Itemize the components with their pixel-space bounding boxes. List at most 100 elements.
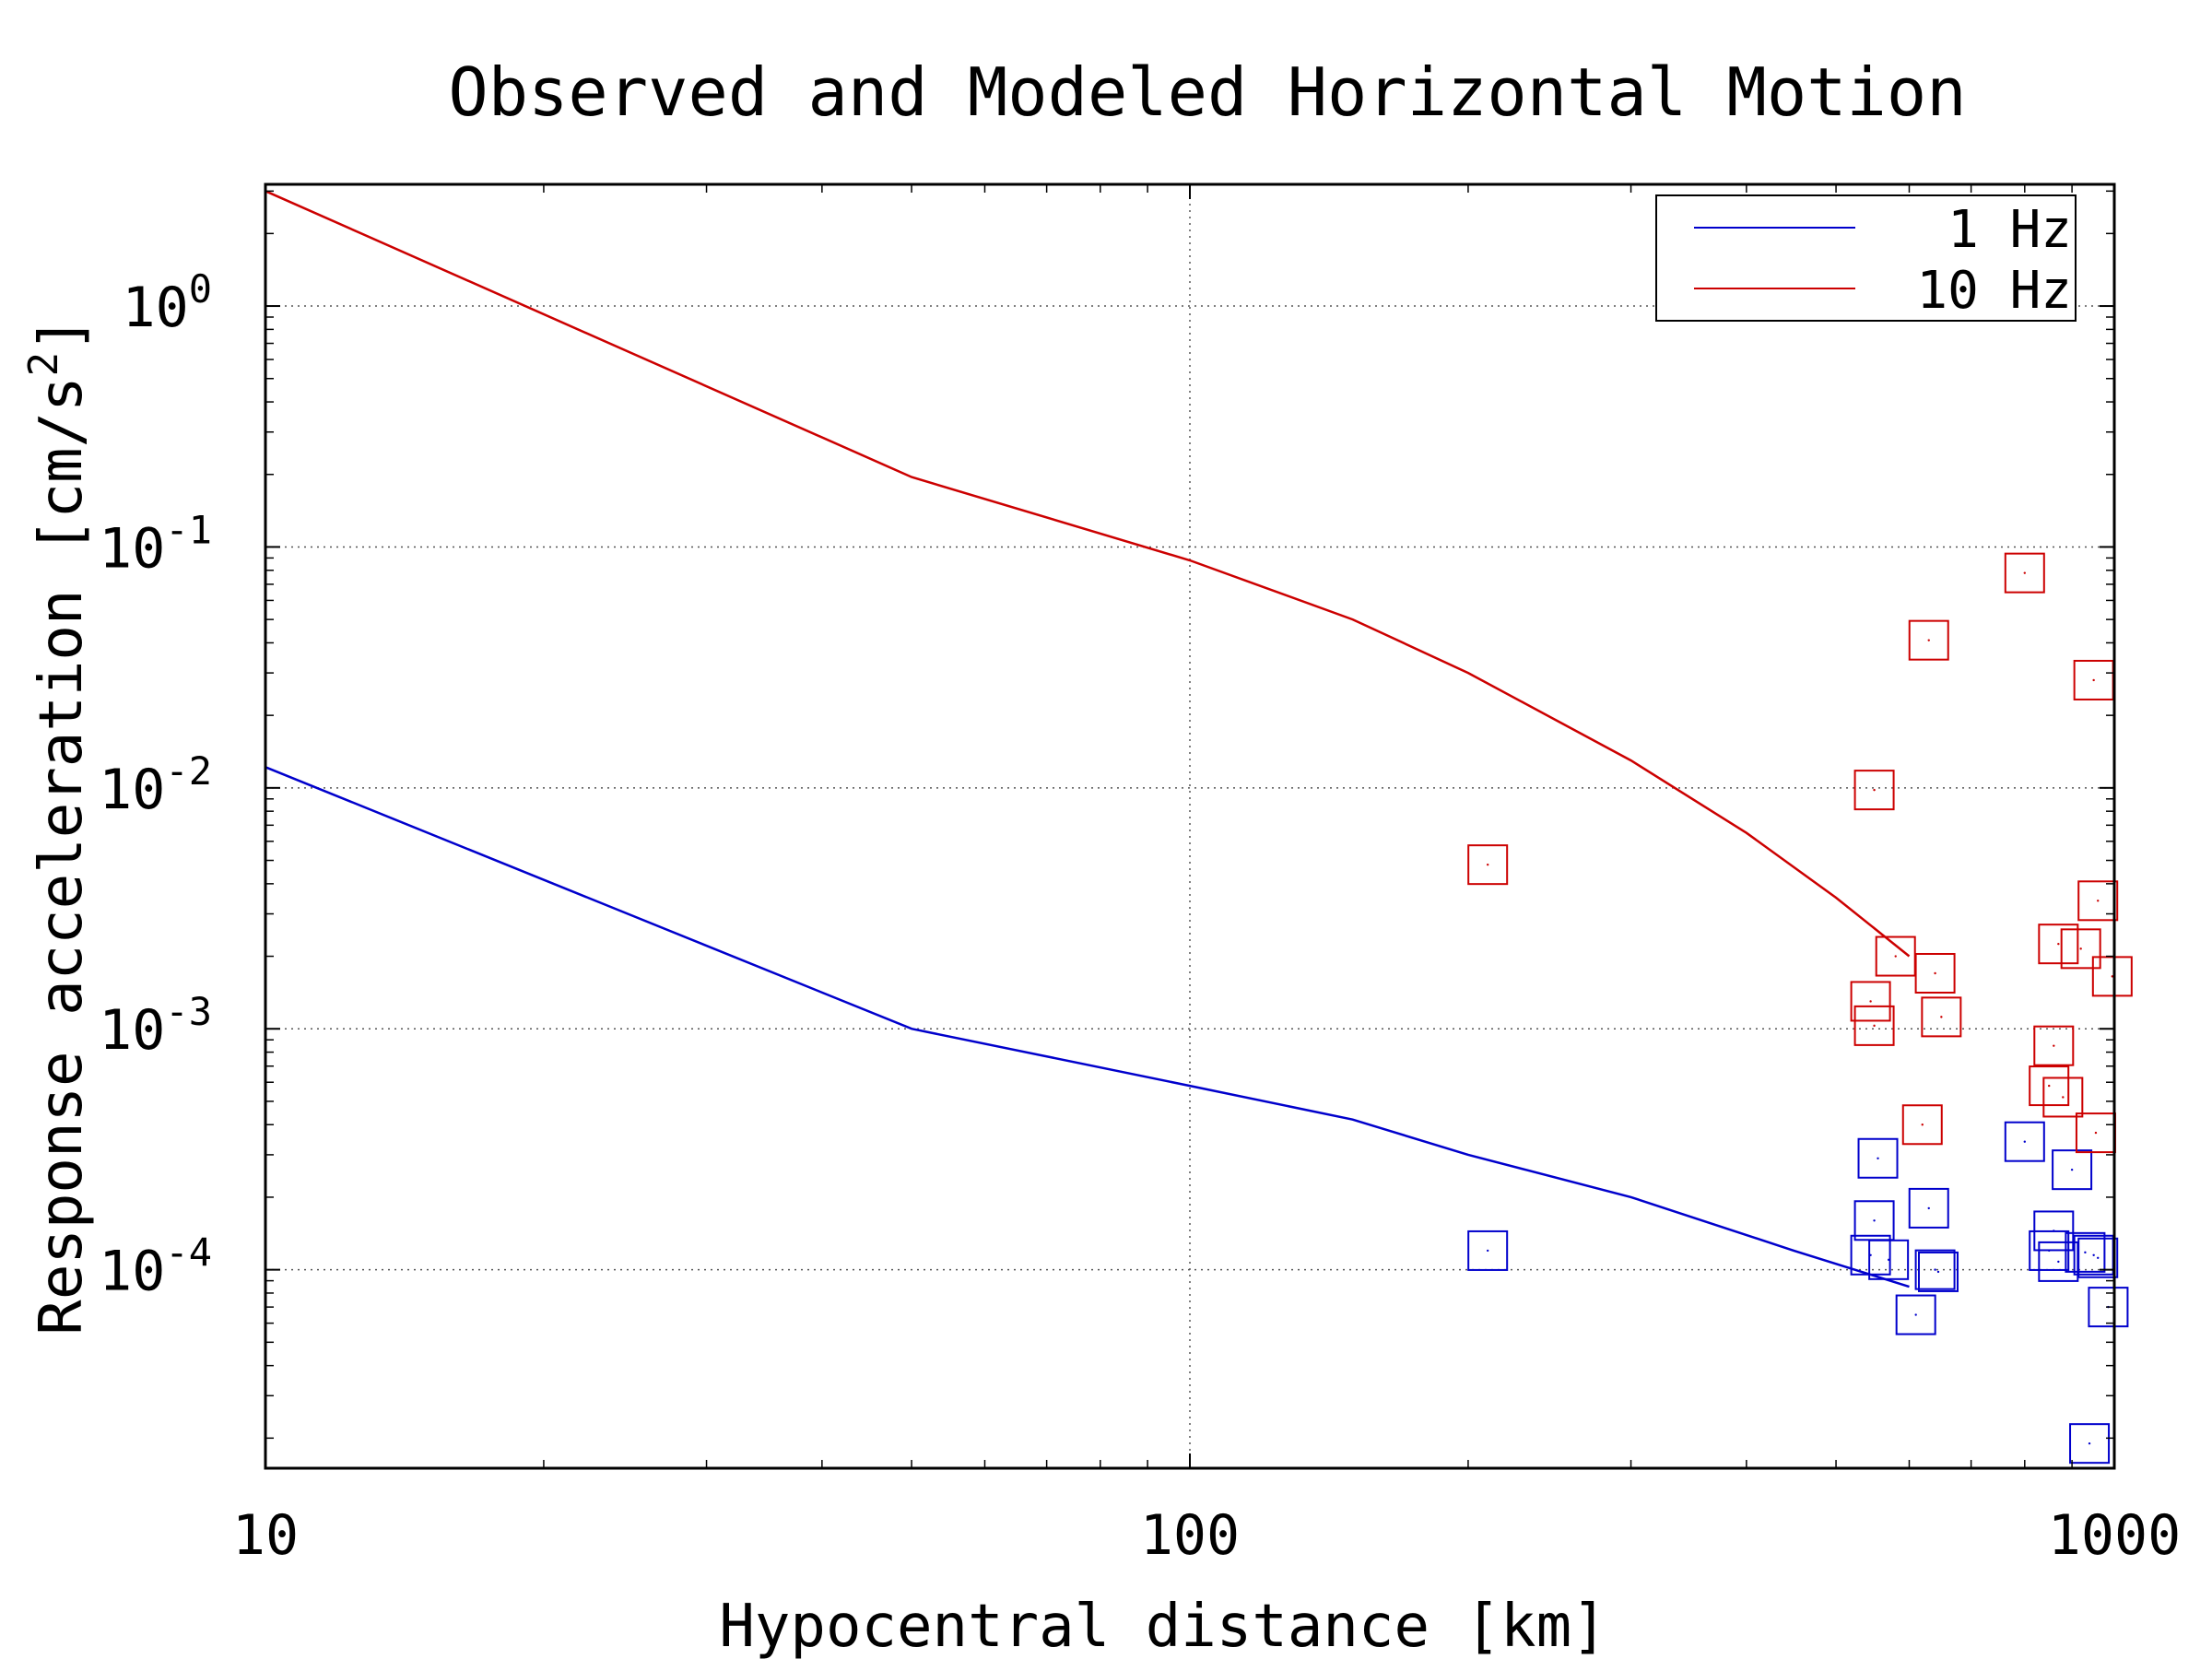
observed-point-center-1hz (1927, 1206, 1930, 1210)
observed-point-center-10hz (2094, 1131, 2098, 1135)
observed-point-center-10hz (2048, 1084, 2051, 1088)
observed-point-center-10hz (1940, 1016, 1943, 1018)
observed-point-10hz (2004, 552, 2045, 594)
y-tick-label: 10-3 (99, 989, 212, 1063)
observed-point-center-10hz (1873, 1024, 1876, 1028)
observed-point-center-1hz (2048, 1249, 2051, 1253)
observed-point-center-10hz (2092, 678, 2095, 682)
observed-point-10hz (1467, 844, 1509, 886)
observed-point-1hz (1467, 1230, 1509, 1271)
observed-point-center-10hz (2062, 1096, 2065, 1099)
y-axis-label-end: ] (28, 316, 96, 352)
x-tick-label: 1000 (2048, 1503, 2182, 1568)
observed-point-10hz (2038, 924, 2079, 965)
observed-point-center-1hz (1934, 1268, 1936, 1271)
observed-point-1hz (2004, 1121, 2045, 1162)
observed-point-center-10hz (2111, 975, 2114, 978)
observed-point-10hz (2033, 1025, 2075, 1066)
y-tick-label-exponent: -3 (165, 989, 212, 1034)
y-axis-label: Response acceleration [cm/s2] (20, 316, 96, 1335)
y-tick-label: 100 (122, 266, 212, 340)
observed-point-center-10hz (2097, 900, 2100, 902)
observed-point-1hz (1857, 1137, 1899, 1179)
observed-point-center-10hz (1486, 863, 1489, 866)
observed-point-center-10hz (2079, 947, 2082, 950)
observed-point-10hz (1921, 996, 1962, 1038)
model-line-1hz (265, 766, 1910, 1288)
observed-point-center-10hz (1869, 1000, 1872, 1003)
observed-point-center-1hz (2023, 1140, 2026, 1143)
observed-point-10hz (1908, 619, 1949, 661)
observed-point-center-10hz (2023, 571, 2026, 574)
observed-point-center-1hz (1887, 1258, 1890, 1262)
legend: 1 Hz 10 Hz (1655, 194, 2077, 322)
observed-point-1hz (1914, 1249, 1956, 1290)
y-tick-label-base: 10 (122, 276, 188, 340)
y-tick-label-base: 10 (99, 758, 165, 822)
observed-point-center-1hz (2084, 1251, 2087, 1254)
observed-point-center-1hz (2070, 1168, 2074, 1171)
observed-point-center-1hz (1873, 1219, 1876, 1222)
model-line-10hz (265, 190, 1911, 958)
observed-point-1hz (2065, 1231, 2106, 1273)
observed-point-10hz (1853, 770, 1895, 811)
observed-point-center-10hz (1873, 788, 1876, 792)
y-tick-label-base: 10 (99, 1240, 165, 1304)
chart-title: Observed and Modeled Horizontal Motion (448, 53, 1966, 131)
observed-point-1hz (1850, 1234, 1891, 1276)
observed-point-10hz (2060, 928, 2101, 970)
y-tick-label-base: 10 (99, 998, 165, 1063)
y-axis-label-text: Response acceleration [cm/s (28, 376, 96, 1335)
y-tick-label: 10-1 (99, 507, 212, 581)
y-tick-label-exponent: 0 (189, 266, 212, 312)
observed-point-center-10hz (1927, 639, 1930, 641)
observed-point-1hz (1917, 1251, 1959, 1292)
observed-point-center-10hz (1894, 955, 1897, 958)
observed-point-10hz (1901, 1104, 1943, 1146)
observed-point-center-1hz (1936, 1270, 1940, 1274)
observed-point-center-10hz (1921, 1124, 1924, 1126)
observed-point-center-10hz (1934, 971, 1936, 975)
observed-point-10hz (1853, 1005, 1895, 1046)
y-tick-label-base: 10 (99, 516, 165, 581)
observed-point-center-1hz (1877, 1157, 1879, 1159)
data-series (265, 190, 2133, 1465)
grid-lines (265, 184, 2114, 1468)
observed-point-1hz (2029, 1230, 2070, 1271)
x-tick-label: 10 (232, 1503, 299, 1568)
observed-point-center-10hz (2057, 942, 2060, 946)
x-axis-label: Hypocentral distance [km] (719, 1593, 1606, 1659)
y-tick-label: 10-4 (99, 1230, 212, 1304)
observed-point-center-1hz (1914, 1313, 1917, 1316)
observed-point-10hz (1914, 952, 1956, 994)
legend-label-10hz: 10 Hz (1916, 261, 2072, 321)
observed-point-1hz (2052, 1149, 2093, 1191)
observed-point-center-1hz (2057, 1260, 2060, 1264)
observed-point-10hz (2042, 1077, 2084, 1118)
observed-point-1hz (1868, 1239, 1910, 1280)
observed-point-center-1hz (2088, 1441, 2091, 1445)
y-tick-label-exponent: -1 (165, 507, 212, 552)
y-tick-label-exponent: -2 (165, 748, 212, 794)
observed-point-center-10hz (2053, 1044, 2055, 1047)
observed-point-center-1hz (2092, 1253, 2095, 1256)
legend-label-1hz: 1 Hz (1947, 200, 2072, 260)
observed-point-center-1hz (2097, 1256, 2100, 1259)
x-tick-label: 100 (1140, 1503, 1240, 1568)
observed-point-10hz (2091, 956, 2133, 997)
y-axis-label-sup: 2 (20, 352, 67, 377)
legend-box (1655, 194, 2077, 322)
observed-point-1hz (1895, 1294, 1936, 1335)
observed-point-center-1hz (1486, 1249, 1489, 1253)
observed-point-10hz (2077, 880, 2119, 922)
observed-point-10hz (2029, 1065, 2070, 1107)
observed-point-1hz (2088, 1287, 2129, 1328)
y-tick-label: 10-2 (99, 748, 212, 822)
y-tick-label-exponent: -4 (165, 1230, 212, 1276)
observed-point-10hz (1850, 981, 1891, 1022)
observed-point-1hz (2069, 1423, 2111, 1465)
observed-point-1hz (2077, 1237, 2119, 1278)
